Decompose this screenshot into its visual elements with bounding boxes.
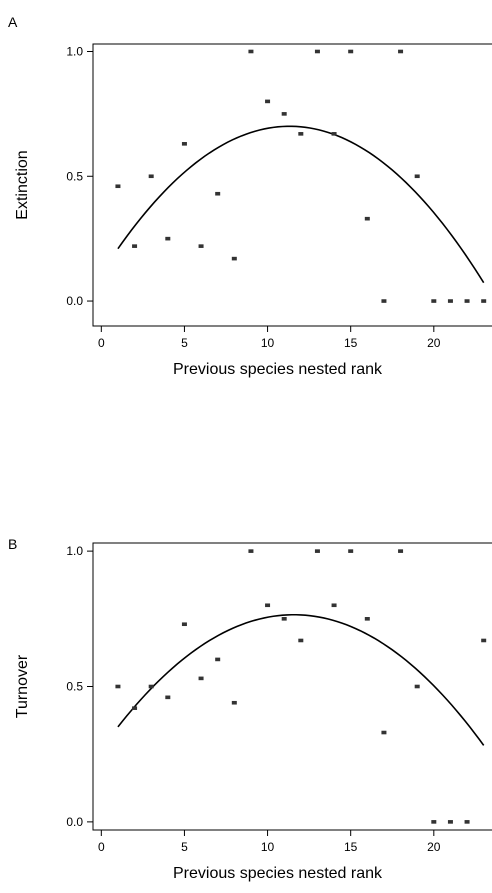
data-point — [248, 549, 253, 553]
data-point — [348, 549, 353, 553]
y-tick-label: 0.5 — [66, 680, 83, 694]
data-point — [465, 820, 470, 824]
data-point — [315, 50, 320, 54]
data-point — [215, 192, 220, 196]
data-point — [415, 685, 420, 689]
x-tick-label: 5 — [181, 840, 188, 854]
x-tick-label: 20 — [427, 840, 441, 854]
data-point — [298, 639, 303, 643]
data-point — [465, 299, 470, 303]
data-point — [282, 617, 287, 621]
x-tick-label: 0 — [98, 840, 105, 854]
data-point — [348, 50, 353, 54]
fit-curve — [118, 615, 484, 746]
data-point — [431, 820, 436, 824]
y-tick-label: 0.5 — [66, 169, 83, 183]
x-tick-label: 0 — [98, 336, 105, 350]
data-point — [332, 603, 337, 607]
data-point — [165, 237, 170, 241]
panel-letter: B — [8, 536, 17, 552]
y-tick-label: 0.0 — [66, 815, 83, 829]
y-axis-title: Turnover — [14, 654, 31, 718]
data-point — [298, 132, 303, 136]
panel-a: A 0.0 0.5 1.0 0 5 10 15 20 Previous species neste… — [8, 14, 492, 378]
panel-letter: A — [8, 14, 18, 30]
data-point — [115, 685, 120, 689]
x-tick-label: 5 — [181, 336, 188, 350]
data-point — [481, 639, 486, 643]
y-tick-label: 1.0 — [66, 544, 83, 558]
x-axis-title: Previous species nested rank — [173, 865, 383, 882]
x-tick-label: 10 — [261, 336, 275, 350]
data-point — [165, 696, 170, 700]
y-tick-label: 0.0 — [66, 294, 83, 308]
data-point — [149, 685, 154, 689]
data-point — [199, 677, 204, 681]
x-tick-label: 10 — [261, 840, 275, 854]
x-tick-label: 15 — [344, 840, 358, 854]
data-point — [481, 299, 486, 303]
data-point — [398, 50, 403, 54]
x-axis-title: Previous species nested rank — [173, 361, 383, 378]
panel-b: B 0.0 0.5 1.0 0 5 10 15 20 Previous species neste… — [8, 536, 492, 882]
data-point — [265, 603, 270, 607]
data-point — [132, 706, 137, 710]
data-point — [448, 299, 453, 303]
data-point — [248, 50, 253, 54]
data-point — [431, 299, 436, 303]
data-point — [415, 174, 420, 178]
data-point — [265, 100, 270, 104]
data-point — [232, 257, 237, 261]
data-point — [381, 731, 386, 735]
data-point — [199, 244, 204, 248]
data-point — [132, 244, 137, 248]
data-point — [232, 701, 237, 705]
data-point — [115, 184, 120, 188]
data-point — [215, 658, 220, 662]
data-point — [315, 549, 320, 553]
data-point — [448, 820, 453, 824]
y-tick-label: 1.0 — [66, 44, 83, 58]
data-point — [182, 622, 187, 626]
data-point — [182, 142, 187, 146]
y-axis-title: Extinction — [14, 150, 31, 219]
data-point — [149, 174, 154, 178]
data-point — [398, 549, 403, 553]
x-tick-label: 20 — [427, 336, 441, 350]
data-point — [332, 132, 337, 136]
x-tick-label: 15 — [344, 336, 358, 350]
data-point — [282, 112, 287, 116]
fit-curve — [118, 126, 484, 282]
data-point — [365, 617, 370, 621]
data-point — [381, 299, 386, 303]
data-point — [365, 217, 370, 221]
plot-frame — [93, 44, 492, 326]
